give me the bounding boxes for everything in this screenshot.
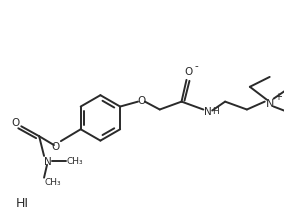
Text: HI: HI: [16, 197, 29, 210]
Text: +: +: [274, 92, 282, 102]
Text: H: H: [212, 107, 219, 116]
Text: O: O: [184, 67, 193, 77]
Text: N: N: [266, 99, 274, 109]
Text: CH₃: CH₃: [45, 178, 61, 187]
Text: N: N: [44, 157, 52, 167]
Text: -: -: [195, 61, 198, 71]
Text: O: O: [11, 118, 19, 128]
Text: O: O: [52, 142, 60, 152]
Text: O: O: [138, 96, 146, 106]
Text: CH₃: CH₃: [66, 157, 83, 166]
Text: N: N: [204, 107, 212, 118]
